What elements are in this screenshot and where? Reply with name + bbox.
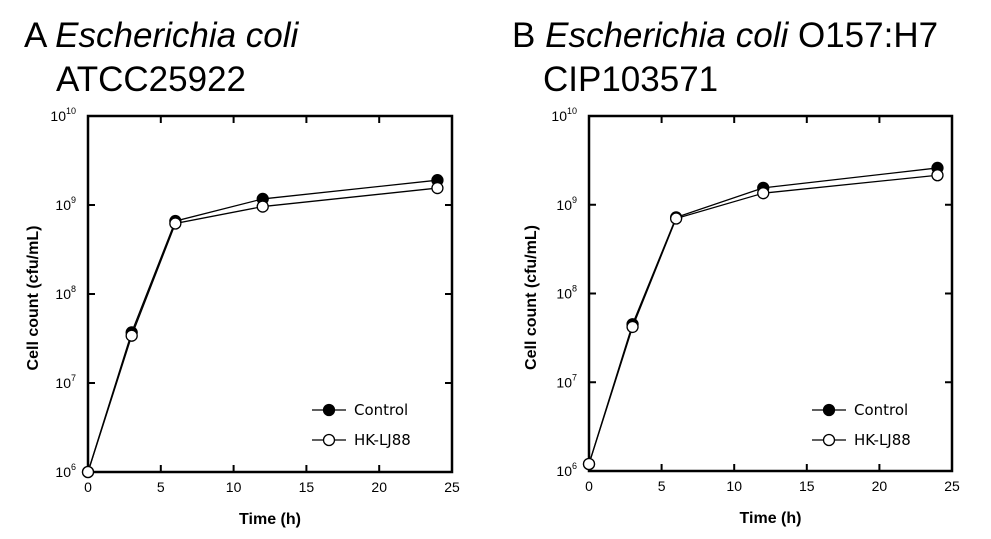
- x-tick-label: 20: [371, 479, 387, 495]
- x-tick-label: 0: [84, 479, 92, 495]
- x-tick-label: 25: [444, 479, 460, 495]
- panel-b-serotype: O157:H7: [797, 16, 939, 55]
- y-tick-label: 106: [556, 461, 577, 479]
- data-point-hk-lj88: [582, 457, 596, 471]
- y-tick-label: 106: [55, 462, 76, 480]
- x-tick-label: 10: [226, 479, 242, 495]
- legend-item-control: Control: [312, 401, 408, 419]
- data-point-hk-lj88: [169, 217, 182, 230]
- y-axis-title: Cell count (cfu/mL): [25, 226, 42, 371]
- data-point-hk-lj88: [931, 169, 944, 182]
- legend-marker: [822, 403, 836, 417]
- legend-label: HK-LJ88: [354, 431, 411, 449]
- legend-item-hk-lj88: HK-LJ88: [312, 431, 411, 449]
- data-point-hk-lj88: [626, 320, 639, 334]
- panel-a-letter: A: [24, 16, 46, 55]
- series-line-hk-lj88: [87, 187, 438, 473]
- legend-item-hk-lj88: HK-LJ88: [812, 431, 911, 449]
- y-tick-label: 109: [55, 195, 76, 213]
- y-axis-title: Cell count (cfu/mL): [523, 225, 540, 370]
- x-tick-label: 20: [872, 478, 888, 494]
- x-tick-label: 15: [799, 478, 815, 494]
- legend-label: Control: [354, 401, 408, 419]
- legend-marker: [322, 433, 336, 447]
- x-tick-label: 15: [299, 479, 315, 495]
- chart-panel-a: 0 5 10 15 20 25 106 107 108 109 1010 Time (h) Cell c…: [25, 106, 460, 528]
- x-axis-title: Time (h): [239, 511, 301, 528]
- legend-label: Control: [854, 401, 908, 419]
- x-tick-label: 10: [726, 478, 742, 494]
- data-point-hk-lj88: [81, 465, 95, 479]
- x-axis-title: Time (h): [740, 510, 802, 527]
- series-line-hk-lj88: [588, 174, 938, 465]
- y-tick-label: 109: [556, 195, 577, 213]
- chart-panel-b: 0 5 10 15 20 25 106 107 108 109 1010 Time (h) Cell c…: [523, 106, 960, 527]
- panel-b-title: B Escherichia coli O157:H7: [512, 16, 938, 56]
- panel-b-letter: B: [512, 16, 536, 55]
- y-tick-label: 108: [556, 284, 577, 302]
- x-tick-label: 0: [585, 478, 593, 494]
- panel-a-title: A Escherichia coli: [24, 16, 298, 56]
- data-point-hk-lj88: [125, 329, 138, 342]
- panel-a-species: Escherichia coli: [55, 16, 299, 55]
- data-point-hk-lj88: [669, 212, 683, 225]
- panel-b-strain: CIP103571: [543, 60, 719, 99]
- legend-item-control: Control: [812, 401, 908, 419]
- legend-label: HK-LJ88: [854, 431, 911, 449]
- panel-b-species: Escherichia coli: [545, 16, 789, 55]
- legend-marker: [822, 433, 836, 447]
- y-tick-label: 107: [556, 372, 577, 390]
- legend-marker: [322, 403, 336, 417]
- y-tick-label: 1010: [551, 106, 577, 124]
- x-tick-label: 25: [944, 478, 960, 494]
- series-line-control: [588, 167, 938, 465]
- panel-a-strain: ATCC25922: [56, 60, 247, 99]
- data-point-hk-lj88: [757, 187, 770, 200]
- series-line-control: [87, 179, 438, 473]
- y-tick-label: 1010: [50, 106, 76, 124]
- x-tick-label: 5: [658, 478, 666, 494]
- y-tick-label: 107: [55, 373, 76, 391]
- data-point-hk-lj88: [256, 200, 269, 213]
- x-tick-label: 5: [157, 479, 165, 495]
- data-point-hk-lj88: [431, 181, 444, 195]
- y-tick-label: 108: [55, 284, 76, 302]
